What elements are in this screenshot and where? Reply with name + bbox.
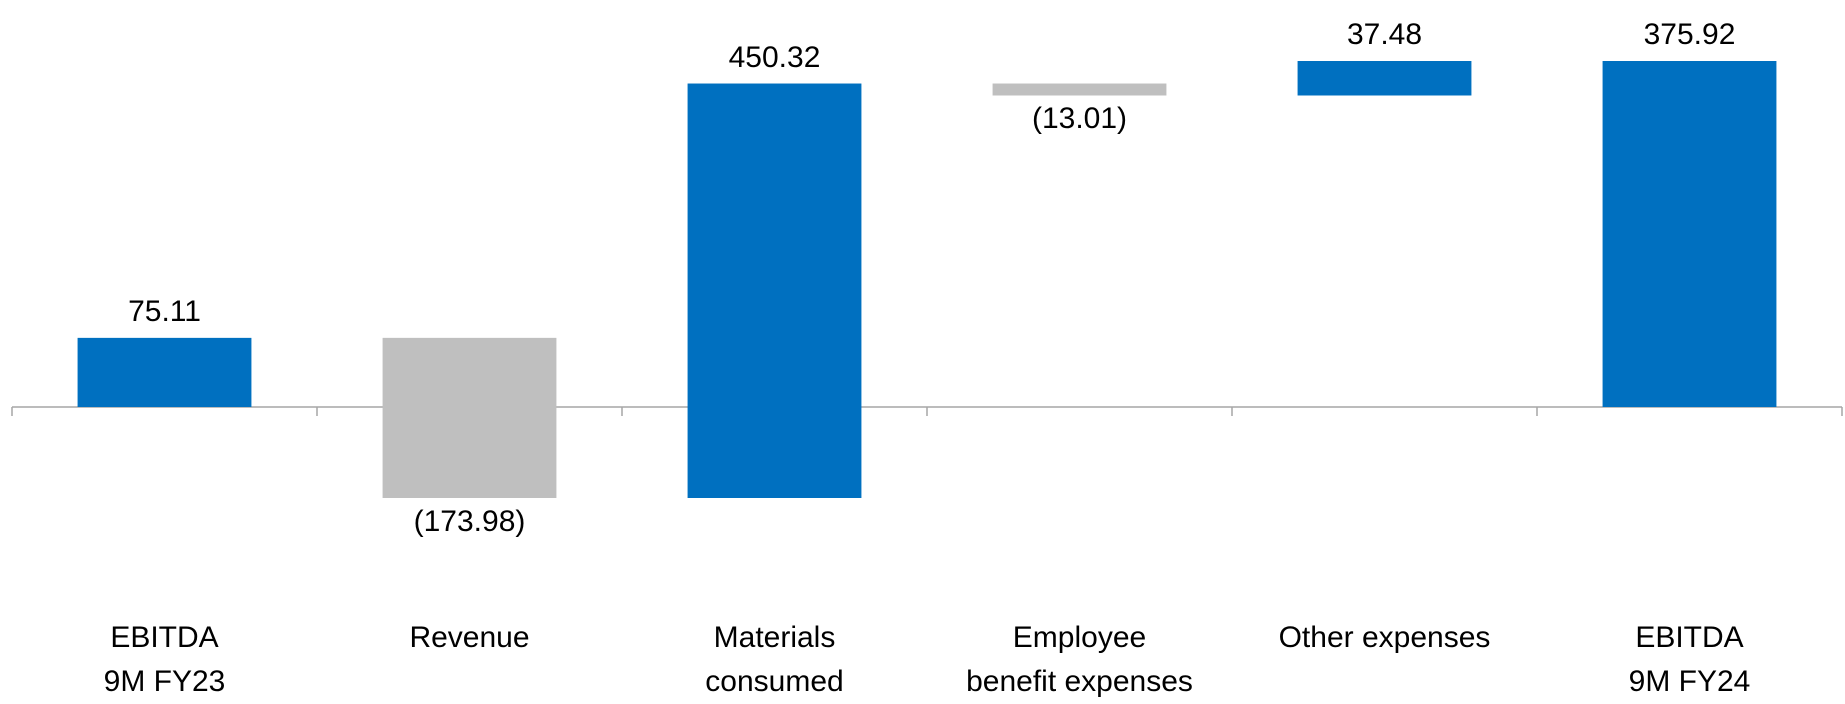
data-label: (13.01) xyxy=(1031,102,1128,136)
x-tick-label: EBITDA 9M FY24 xyxy=(1628,621,1751,698)
x-tick-label: Other expenses xyxy=(1278,621,1491,654)
x-tick-label: EBITDA 9M FY23 xyxy=(103,621,226,698)
x-tick-label: Materials consumed xyxy=(705,621,844,698)
bar xyxy=(992,83,1167,96)
data-label: 450.32 xyxy=(728,40,821,74)
x-tick-label: Revenue xyxy=(409,621,530,654)
x-tick-label: Employee benefit expenses xyxy=(966,621,1193,698)
bar xyxy=(77,337,252,407)
data-label: (173.98) xyxy=(413,505,526,538)
bar xyxy=(1297,61,1472,96)
bar xyxy=(687,83,862,499)
data-label: 37.48 xyxy=(1346,18,1423,51)
data-label: 75.11 xyxy=(128,294,201,328)
bar xyxy=(382,337,557,499)
bar xyxy=(1602,61,1777,407)
data-label: 375.92 xyxy=(1643,18,1736,51)
